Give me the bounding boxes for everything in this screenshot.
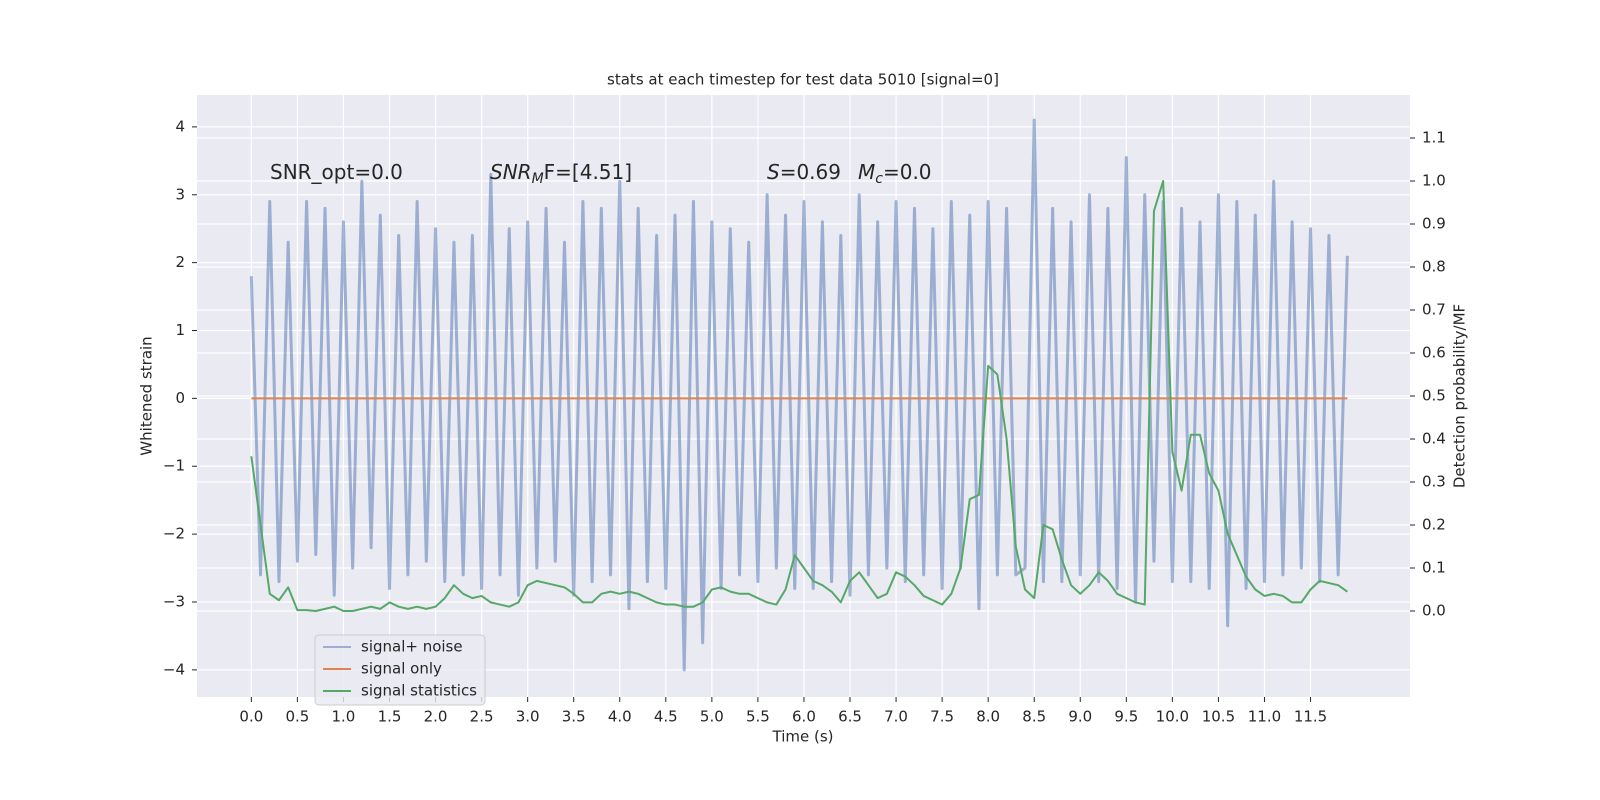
x-tick-label: 8.5 <box>1022 708 1046 726</box>
annotation: SNRMF=[4.51] <box>490 160 632 188</box>
x-tick-label: 11.5 <box>1294 708 1327 726</box>
x-tick-label: 5.0 <box>700 708 724 726</box>
y-tick-label: −3 <box>163 592 185 610</box>
annotation-part: =0.0 <box>883 160 932 184</box>
annotation-part: SNR <box>490 160 532 184</box>
x-tick-label: 9.0 <box>1068 708 1092 726</box>
x-tick-label: 4.0 <box>608 708 632 726</box>
y2-tick-label: 0.5 <box>1422 387 1446 405</box>
y2-tick-label: 0.7 <box>1422 301 1446 319</box>
legend-label: signal+ noise <box>361 638 463 656</box>
y-tick-label: −4 <box>163 660 185 678</box>
y-axis-label: Whitened strain <box>138 336 156 455</box>
annotation-part: S <box>767 160 780 184</box>
annotation-part: M <box>532 171 544 187</box>
series-line <box>249 118 1349 672</box>
y2-tick-label: 1.0 <box>1422 172 1446 190</box>
y2-tick-label: 0.8 <box>1422 258 1446 276</box>
x-tick-label: 1.5 <box>378 708 402 726</box>
annotation-part: c <box>875 171 883 187</box>
y-tick-label: 4 <box>175 117 185 135</box>
annotation-part: =0.69 <box>780 160 841 184</box>
x-tick-label: 5.5 <box>746 708 770 726</box>
annotation: SNR_opt=0.0 <box>270 160 403 184</box>
x-tick-label: 9.5 <box>1114 708 1138 726</box>
legend-label: signal only <box>361 660 442 678</box>
y2-tick-label: 0.2 <box>1422 516 1446 534</box>
x-tick-label: 6.0 <box>792 708 816 726</box>
x-tick-label: 3.0 <box>516 708 540 726</box>
y2-tick-label: 0.0 <box>1422 602 1446 620</box>
y2-tick-label: 0.4 <box>1422 430 1446 448</box>
x-tick-label: 11.0 <box>1248 708 1281 726</box>
x-tick-label: 10.0 <box>1156 708 1189 726</box>
y2-tick-label: 0.3 <box>1422 473 1446 491</box>
x-axis-label: Time (s) <box>772 728 834 746</box>
y2-tick-label: 0.6 <box>1422 344 1446 362</box>
chart-title: stats at each timestep for test data 501… <box>607 71 999 89</box>
legend-box <box>314 634 486 706</box>
x-tick-label: 1.0 <box>332 708 356 726</box>
legend: signal+ noise signal only signal statistic… <box>314 634 486 706</box>
x-tick-label: 3.5 <box>562 708 586 726</box>
x-tick-label: 0.0 <box>239 708 263 726</box>
y2-tick-label: 1.1 <box>1422 129 1446 147</box>
y-tick-label: 1 <box>175 321 185 339</box>
x-tick-label: 6.5 <box>838 708 862 726</box>
x-tick-label: 2.0 <box>424 708 448 726</box>
annotation: S=0.69 <box>767 160 841 184</box>
x-tick-label: 0.5 <box>285 708 309 726</box>
x-tick-label: 2.5 <box>470 708 494 726</box>
y2-tick-label: 0.9 <box>1422 215 1446 233</box>
x-tick-label: 10.5 <box>1202 708 1235 726</box>
y2-tick-label: 0.1 <box>1422 559 1446 577</box>
annotation: Mc=0.0 <box>858 160 932 188</box>
y-tick-label: −1 <box>163 457 185 475</box>
y2-axis-label: Detection probability/MF <box>1451 304 1469 488</box>
x-tick-label: 4.5 <box>654 708 678 726</box>
annotation-part: SNR_opt=0.0 <box>270 160 403 184</box>
legend-label: signal statistics <box>361 682 477 700</box>
series-line <box>250 180 1348 612</box>
annotation-part: F=[4.51] <box>544 160 632 184</box>
x-tick-label: 7.0 <box>884 708 908 726</box>
annotation-part: M <box>858 160 875 184</box>
y-tick-label: 3 <box>175 185 185 203</box>
x-tick-label: 8.0 <box>976 708 1000 726</box>
y-tick-label: 0 <box>175 389 185 407</box>
y-tick-label: −2 <box>163 525 185 543</box>
x-tick-label: 7.5 <box>930 708 954 726</box>
y-tick-label: 2 <box>175 253 185 271</box>
